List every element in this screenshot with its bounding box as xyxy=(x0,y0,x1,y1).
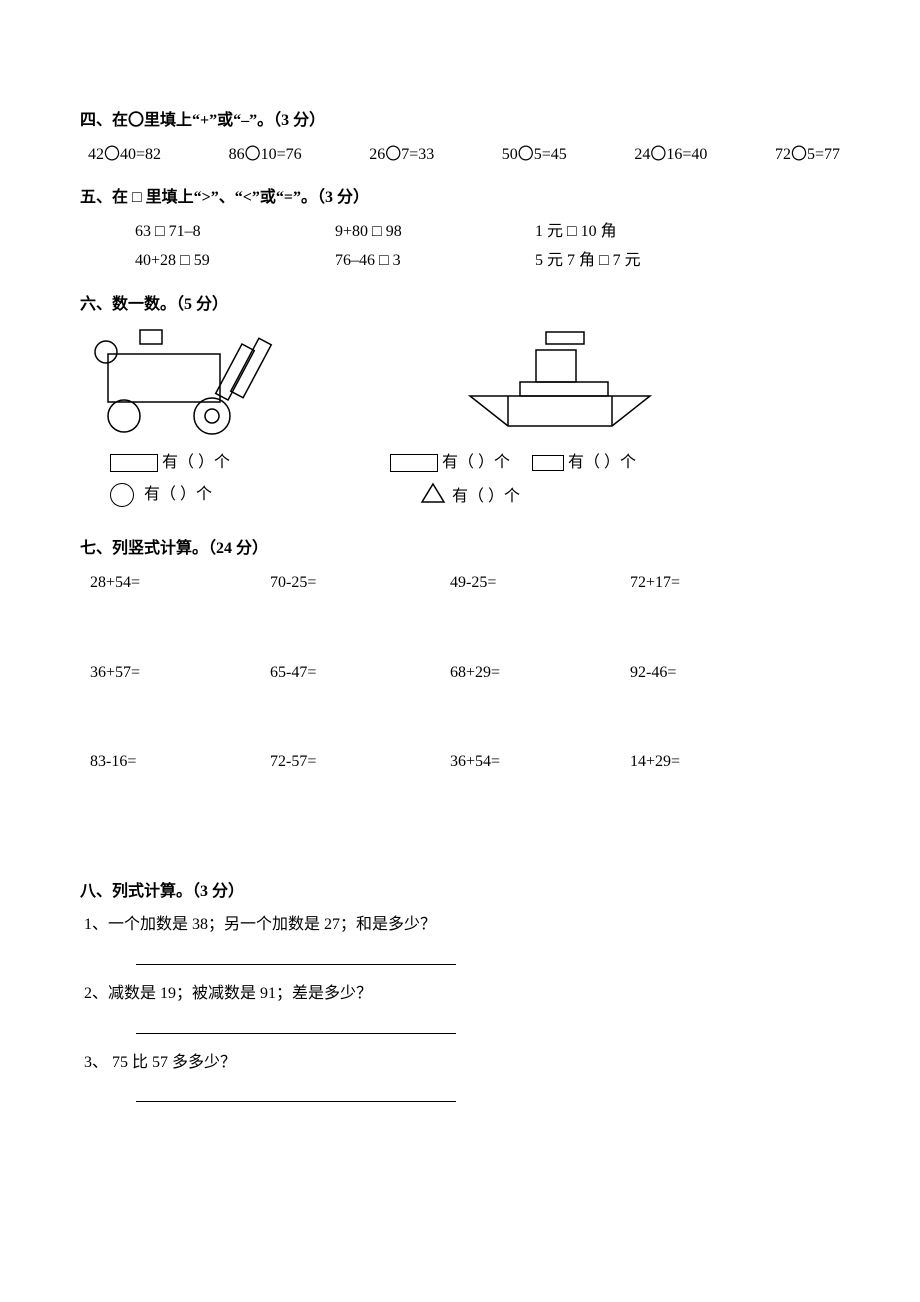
label-triangle: 有（ ）个 xyxy=(420,482,780,513)
section-5-row: 63 □ 71–8 9+80 □ 98 1 元 □ 10 角 xyxy=(135,219,840,245)
rectangle-icon xyxy=(110,454,158,472)
label-text: 有（ ）个 xyxy=(442,450,510,476)
train-svg xyxy=(80,326,290,436)
section-6-title: 六、数一数。（5 分） xyxy=(80,292,840,318)
section-6-figures: 有（ ）个 有（ ）个 xyxy=(80,326,840,519)
answer-line xyxy=(136,944,456,965)
s7-row: 83-16= 72-57= 36+54= 14+29= xyxy=(90,749,840,775)
s7-item: 28+54= xyxy=(90,570,270,596)
section-5-title: 五、在 □ 里填上“>”、“<”或“=”。（3 分） xyxy=(80,185,840,211)
s7-item: 83-16= xyxy=(90,749,270,775)
s7-item: 14+29= xyxy=(630,749,810,775)
section-5-row: 40+28 □ 59 76–46 □ 3 5 元 7 角 □ 7 元 xyxy=(135,248,840,274)
s4-item: 26〇7=33 xyxy=(369,142,434,168)
s8-item: 1、一个加数是 38；另一个加数是 27；和是多少？ xyxy=(84,912,840,938)
figure-train: 有（ ）个 有（ ）个 xyxy=(80,326,410,519)
s7-item: 65-47= xyxy=(270,660,450,686)
s7-item: 36+54= xyxy=(450,749,630,775)
s8-item: 3、 75 比 57 多多少？ xyxy=(84,1050,840,1076)
label-circle: 有（ ）个 xyxy=(110,482,410,508)
ship-svg xyxy=(450,326,670,436)
label-rect-row: 有（ ）个 有（ ）个 xyxy=(390,450,780,476)
s7-item: 72-57= xyxy=(270,749,450,775)
section-7-title: 七、列竖式计算。（24 分） xyxy=(80,536,840,562)
s5-item: 9+80 □ 98 xyxy=(335,219,535,245)
section-4-title: 四、在〇里填上“+”或“–”。（3 分） xyxy=(80,108,840,134)
s7-row: 36+57= 65-47= 68+29= 92-46= xyxy=(90,660,840,686)
label-text: 有（ ）个 xyxy=(144,482,212,508)
answer-line xyxy=(136,1081,456,1102)
s5-item: 76–46 □ 3 xyxy=(335,248,535,274)
answer-line xyxy=(136,1013,456,1034)
label-rect: 有（ ）个 xyxy=(110,450,410,476)
s8-item: 2、减数是 19；被减数是 91；差是多少？ xyxy=(84,981,840,1007)
s7-item: 72+17= xyxy=(630,570,810,596)
s7-item: 70-25= xyxy=(270,570,450,596)
s4-item: 24〇16=40 xyxy=(634,142,707,168)
s5-item: 1 元 □ 10 角 xyxy=(535,219,735,245)
rectangle-icon xyxy=(390,454,438,472)
s4-item: 86〇10=76 xyxy=(229,142,302,168)
label-text: 有（ ）个 xyxy=(452,484,520,510)
section-8-title: 八、列式计算。（3 分） xyxy=(80,879,840,905)
square-icon xyxy=(532,455,564,471)
section-4-items: 42〇40=82 86〇10=76 26〇7=33 50〇5=45 24〇16=… xyxy=(88,142,840,168)
s4-item: 72〇5=77 xyxy=(775,142,840,168)
s7-row: 28+54= 70-25= 49-25= 72+17= xyxy=(90,570,840,596)
s4-item: 50〇5=45 xyxy=(502,142,567,168)
s7-item: 68+29= xyxy=(450,660,630,686)
s5-item: 5 元 7 角 □ 7 元 xyxy=(535,248,735,274)
s7-item: 92-46= xyxy=(630,660,810,686)
circle-icon xyxy=(110,483,134,507)
triangle-icon xyxy=(420,482,446,513)
s4-item: 42〇40=82 xyxy=(88,142,161,168)
s5-item: 63 □ 71–8 xyxy=(135,219,335,245)
label-text: 有（ ）个 xyxy=(162,450,230,476)
s5-item: 40+28 □ 59 xyxy=(135,248,335,274)
s7-item: 49-25= xyxy=(450,570,630,596)
label-text: 有（ ）个 xyxy=(568,450,636,476)
s7-item: 36+57= xyxy=(90,660,270,686)
figure-ship: 有（ ）个 有（ ）个 有（ ）个 xyxy=(450,326,780,519)
